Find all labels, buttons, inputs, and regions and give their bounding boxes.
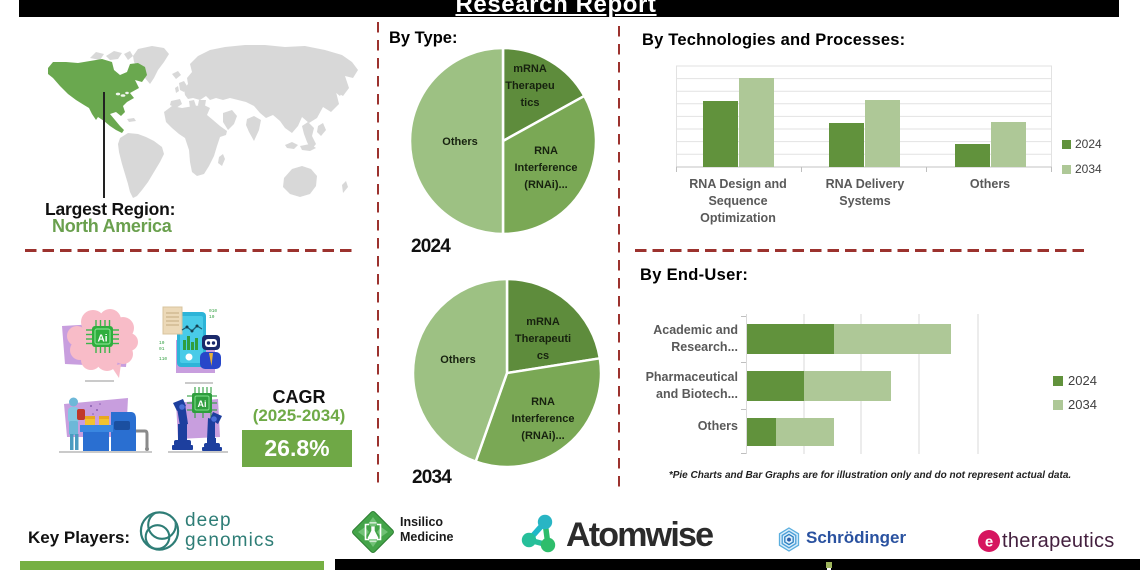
svg-text:01: 01 [159, 346, 165, 352]
svg-text:Ai: Ai [198, 399, 207, 409]
svg-text:10: 10 [159, 340, 165, 346]
svg-text:010: 010 [209, 308, 217, 314]
svg-text:e: e [985, 533, 993, 550]
svg-text:Ai: Ai [98, 334, 108, 345]
svg-text:10: 10 [209, 314, 215, 320]
svg-text:110: 110 [159, 356, 167, 362]
